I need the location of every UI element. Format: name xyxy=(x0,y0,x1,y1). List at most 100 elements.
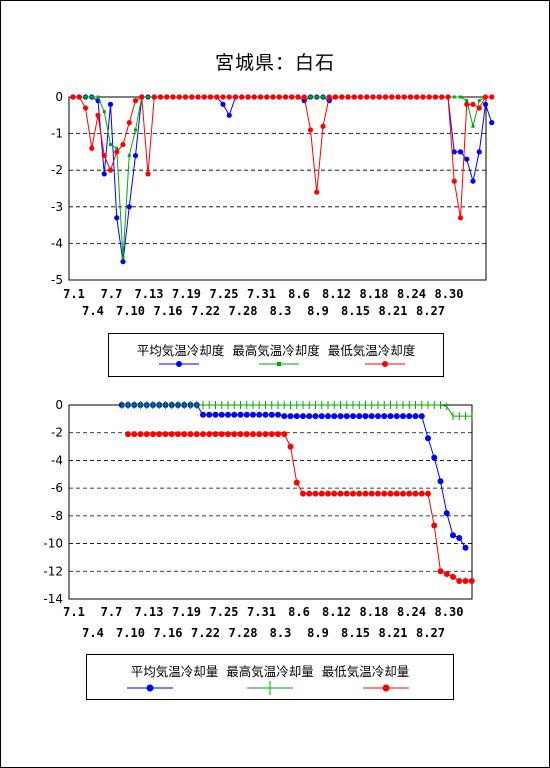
cumulative-y-tick-label: -8 xyxy=(51,509,63,523)
cumulative-point xyxy=(456,535,463,542)
cumulative-point xyxy=(337,413,344,420)
daily-point xyxy=(414,94,420,100)
daily-point xyxy=(270,94,276,100)
cumulative-point xyxy=(200,411,206,418)
cumulative-point xyxy=(456,577,463,584)
daily-point xyxy=(315,95,319,99)
cumulative-point xyxy=(218,411,225,418)
daily-point xyxy=(226,112,232,118)
cumulative-series-2 xyxy=(125,431,475,584)
cumulative-point xyxy=(125,431,131,438)
cumulative-point xyxy=(281,431,288,438)
daily-x-tick-label: 7.10 xyxy=(116,304,145,318)
daily-x-tick-label: 8.9 xyxy=(307,304,329,318)
cumulative-x-tick-label: 7.28 xyxy=(229,626,258,640)
cumulative-point xyxy=(306,490,313,497)
daily-point xyxy=(457,215,464,221)
daily-point xyxy=(307,127,314,133)
daily-point xyxy=(239,94,245,100)
daily-point xyxy=(465,99,469,103)
daily-x-tick-label: 7.16 xyxy=(154,304,183,318)
cumulative-x-tick-label: 7.19 xyxy=(172,605,201,619)
daily-point xyxy=(120,141,126,148)
daily-point xyxy=(82,105,89,111)
cumulative-point xyxy=(431,454,438,461)
daily-point xyxy=(464,101,470,107)
daily-x-tick-label: 7.7 xyxy=(101,287,123,301)
cumulative-point xyxy=(275,431,281,438)
cumulative-point xyxy=(212,431,219,438)
cumulative-point xyxy=(231,411,238,418)
daily-x-tick-label: 8.21 xyxy=(379,304,408,318)
cumulative-point xyxy=(350,413,356,420)
chart-title: 宮城県：白石 xyxy=(214,52,335,74)
daily-point xyxy=(489,94,495,100)
cumulative-point xyxy=(381,490,388,497)
daily-point xyxy=(127,154,131,158)
daily-x-tick-label: 7.28 xyxy=(229,304,258,318)
daily-point xyxy=(102,110,106,114)
cumulative-point xyxy=(343,490,350,497)
daily-x-tick-label: 8.27 xyxy=(416,304,445,318)
daily-point xyxy=(320,123,326,129)
daily-point xyxy=(470,101,476,107)
daily-point xyxy=(257,94,264,100)
cumulative-point xyxy=(368,490,375,497)
daily-point xyxy=(132,98,139,104)
daily-point xyxy=(232,94,239,100)
cumulative-x-tick-label: 7.16 xyxy=(154,626,183,640)
daily-point xyxy=(170,94,176,100)
daily-y-tick-label: -4 xyxy=(51,236,63,250)
cumulative-point xyxy=(256,411,263,418)
cumulative-point xyxy=(312,413,319,420)
cumulative-point xyxy=(200,431,206,438)
daily-point xyxy=(139,94,145,100)
cumulative-point xyxy=(437,478,444,485)
daily-x-tick-label: 8.6 xyxy=(288,287,310,301)
cumulative-point xyxy=(406,490,413,497)
cumulative-point xyxy=(375,413,381,420)
legend-daily-swatches xyxy=(159,361,405,367)
daily-point xyxy=(120,259,126,265)
cumulative-point xyxy=(162,431,169,438)
daily-point xyxy=(134,128,137,132)
daily-x-tick-label: 8.18 xyxy=(360,287,389,301)
daily-point xyxy=(476,149,482,155)
daily-y-tick-label: -5 xyxy=(51,273,63,287)
daily-x-tick-label: 8.15 xyxy=(341,304,370,318)
cumulative-point xyxy=(281,413,288,420)
daily-point xyxy=(276,94,282,100)
legend-cumulative: 平均気温冷却量 最高気温冷却量 最低気温冷却量 xyxy=(86,654,454,700)
daily-point xyxy=(146,95,150,99)
daily-point xyxy=(182,94,189,100)
daily-x-tick-label: 8.12 xyxy=(322,287,351,301)
cumulative-point xyxy=(387,413,394,420)
daily-point xyxy=(339,94,345,100)
daily-point xyxy=(114,149,120,155)
cumulative-point xyxy=(306,413,313,420)
cumulative-point xyxy=(231,431,238,438)
daily-point xyxy=(477,99,481,103)
cumulative-point xyxy=(331,413,338,420)
daily-point xyxy=(176,94,182,100)
daily-point xyxy=(345,94,351,100)
cumulative-x-tick-label: 7.1 xyxy=(63,605,85,619)
cumulative-series-0 xyxy=(118,402,469,551)
daily-point xyxy=(357,94,364,100)
cumulative-point xyxy=(431,522,438,529)
cumulative-point xyxy=(237,411,244,418)
cumulative-point xyxy=(206,411,213,418)
daily-point xyxy=(245,94,251,100)
daily-x-tick-label: 7.25 xyxy=(210,287,239,301)
cumulative-point xyxy=(368,413,375,420)
cumulative-point xyxy=(225,431,231,438)
daily-point xyxy=(326,94,332,100)
daily-point xyxy=(457,149,464,155)
daily-y-tick-label: -1 xyxy=(51,127,63,141)
cumulative-point xyxy=(268,411,275,418)
legend-cum-avg-label: 平均気温冷却量 xyxy=(130,664,219,679)
daily-point xyxy=(376,94,382,100)
cumulative-point xyxy=(343,413,350,420)
daily-point xyxy=(251,94,257,100)
